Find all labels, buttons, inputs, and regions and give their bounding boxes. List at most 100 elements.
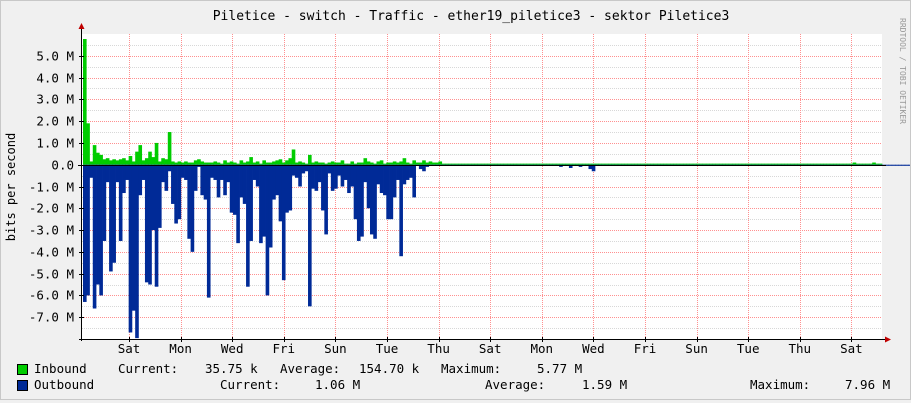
inbound-bar — [109, 160, 113, 165]
inbound-area — [83, 39, 883, 165]
inbound-bar — [454, 163, 459, 165]
inbound-bar — [767, 163, 772, 165]
x-tick-label: Tue — [737, 341, 760, 356]
inbound-bar — [226, 162, 231, 165]
inbound-bar — [200, 161, 205, 165]
inbound-bar — [836, 163, 840, 165]
inbound-bar — [366, 161, 371, 165]
inbound-bar — [797, 163, 801, 165]
inbound-bar — [487, 163, 491, 165]
inbound-bar — [249, 157, 253, 165]
outbound-bar — [888, 164, 893, 166]
inbound-bar — [842, 163, 847, 165]
inbound-bar — [203, 162, 208, 165]
inbound-bar — [634, 163, 638, 165]
inbound-bar — [102, 159, 107, 165]
outbound-bar — [285, 164, 289, 213]
inbound-bar — [177, 161, 182, 165]
x-tick-label: Sun — [324, 341, 347, 356]
inbound-bar — [627, 163, 632, 165]
inbound-bar — [239, 160, 244, 165]
inbound-bar — [131, 161, 136, 165]
outbound-bar — [164, 164, 169, 191]
inbound-bar — [480, 163, 485, 165]
inbound-bar — [761, 163, 765, 165]
inbound-bar — [402, 158, 407, 165]
inbound-bar — [219, 163, 224, 165]
outbound-bar — [236, 164, 240, 244]
outbound-bar — [229, 164, 234, 213]
inbound-bar — [233, 162, 237, 165]
outbound-bar — [337, 164, 341, 176]
inbound-bar — [718, 163, 723, 165]
inbound-bar — [438, 161, 443, 165]
outbound-bar — [304, 164, 309, 172]
inbound-bar — [158, 161, 162, 165]
inbound-bar — [839, 163, 844, 165]
inbound-bar — [686, 163, 690, 165]
inbound-bar — [458, 163, 462, 165]
outbound-bar — [895, 164, 899, 166]
outbound-bar — [360, 164, 364, 237]
inbound-bar — [738, 163, 743, 165]
inbound-bar — [350, 161, 355, 165]
outbound-bar — [242, 164, 247, 204]
outbound-bar — [167, 164, 172, 172]
inbound-bar — [193, 160, 198, 165]
inbound-bar — [171, 161, 175, 165]
inbound-bar — [793, 163, 798, 165]
inbound-bar — [692, 163, 697, 165]
inbound-bar — [741, 163, 746, 165]
inbound-bar — [588, 163, 593, 165]
inbound-bar — [435, 162, 439, 165]
inbound-bar — [441, 163, 446, 165]
inbound-bar — [356, 162, 361, 165]
inbound-bar — [640, 163, 645, 165]
outbound-bar — [386, 164, 390, 220]
outbound-bar — [588, 164, 593, 170]
inbound-bar — [180, 162, 185, 165]
outbound-bar — [281, 164, 286, 281]
outbound-bar — [190, 164, 195, 252]
inbound-bar — [304, 163, 309, 165]
outbound-bar — [213, 164, 218, 180]
outbound-bar — [92, 164, 97, 309]
inbound-bar — [389, 162, 394, 165]
inbound-bar — [546, 163, 550, 165]
outbound-bar — [412, 164, 416, 198]
outbound-bar — [252, 164, 257, 180]
inbound-bar — [405, 162, 410, 165]
outbound-bar — [138, 164, 143, 196]
inbound-bar — [490, 163, 495, 165]
outbound-bar — [265, 164, 270, 296]
inbound-bar — [236, 163, 240, 165]
outbound-bar — [901, 164, 906, 166]
outbound-bar — [219, 164, 224, 180]
inbound-bar — [197, 159, 201, 165]
outbound-bar — [115, 164, 120, 183]
inbound-bar — [621, 163, 625, 165]
inbound-bar — [529, 163, 534, 165]
outbound-bar — [122, 164, 126, 194]
inbound-bar — [154, 142, 159, 165]
outbound-bar — [86, 164, 90, 296]
inbound-bar — [758, 163, 762, 165]
inbound-bar — [630, 163, 635, 165]
legend-inbound-current-label: Current: — [118, 361, 179, 376]
outbound-bar — [402, 164, 407, 185]
inbound-bar — [301, 162, 306, 165]
inbound-bar — [833, 163, 837, 165]
outbound-bar — [298, 164, 302, 187]
outbound-bar — [308, 164, 312, 307]
inbound-bar — [637, 163, 642, 165]
inbound-bar — [311, 162, 315, 165]
inbound-bar — [105, 158, 110, 165]
inbound-bar — [484, 163, 488, 165]
watermark: RRDTOOL / TOBI OETIKER — [898, 18, 907, 124]
inbound-bar — [780, 163, 785, 165]
legend-outbound-current: 1.06 M — [315, 377, 361, 392]
inbound-bar — [144, 158, 149, 165]
inbound-bar — [190, 162, 195, 165]
outbound-bar — [268, 164, 273, 248]
